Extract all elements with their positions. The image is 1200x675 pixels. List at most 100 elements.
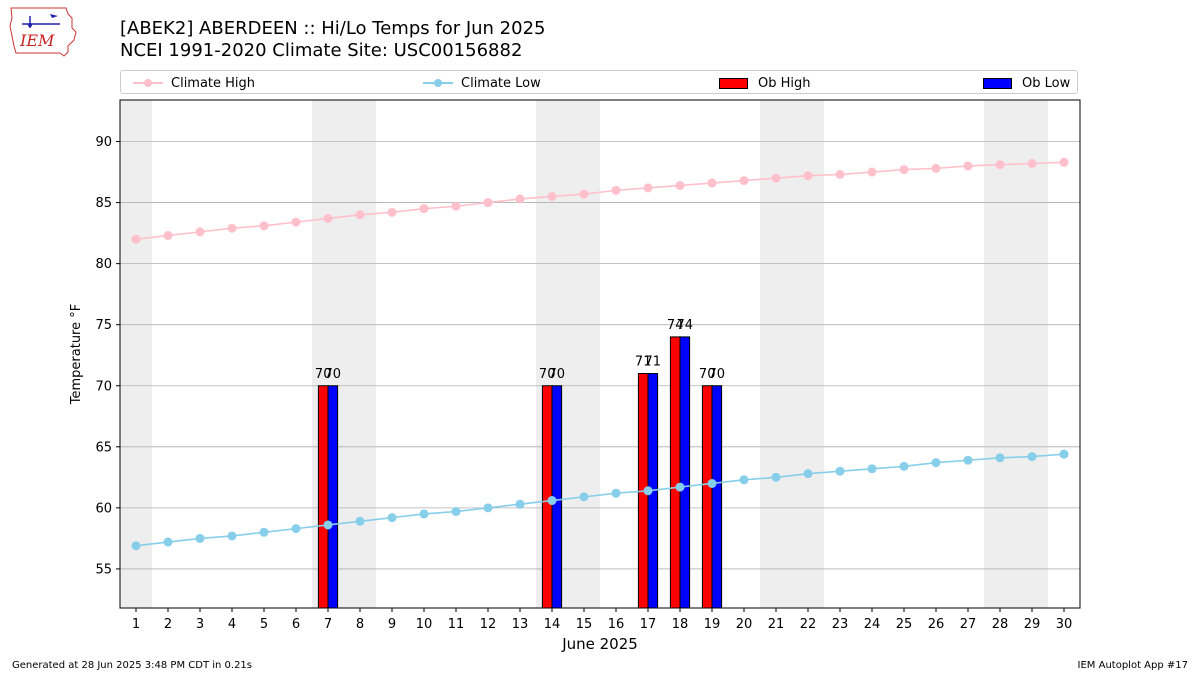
ob-high-label-day-17: 71 bbox=[635, 355, 652, 370]
x-tick-label-23: 23 bbox=[832, 617, 849, 632]
climate-high-point-day-9 bbox=[387, 207, 397, 217]
x-tick-label-28: 28 bbox=[992, 617, 1009, 632]
climate-low-point-day-16 bbox=[611, 488, 621, 498]
climate-low-point-day-7 bbox=[323, 520, 333, 530]
weekend-shading bbox=[120, 100, 1048, 608]
weekend-shade-day-8 bbox=[344, 100, 376, 608]
y-axis-label: Temperature °F bbox=[69, 304, 84, 405]
ob-low-label-day-14: 70 bbox=[549, 367, 566, 382]
chart-subtitle: NCEI 1991-2020 Climate Site: USC00156882 bbox=[120, 40, 523, 61]
climate-high-point-day-10 bbox=[419, 204, 429, 214]
climate-high-point-day-7 bbox=[323, 213, 333, 223]
x-tick-label-18: 18 bbox=[672, 617, 689, 632]
climate-high-point-day-23 bbox=[835, 169, 845, 179]
chart-legend: Climate High Climate Low Ob High Ob Low bbox=[120, 70, 1078, 94]
ob-high-label-day-18: 74 bbox=[667, 318, 684, 333]
climate-high-point-day-19 bbox=[707, 178, 717, 188]
climate-low-point-day-18 bbox=[675, 482, 685, 492]
weekend-shade-day-22 bbox=[792, 100, 824, 608]
climate-low-point-day-14 bbox=[547, 496, 557, 506]
climate-low-point-day-2 bbox=[163, 537, 173, 547]
x-tick-label-11: 11 bbox=[448, 617, 465, 632]
x-tick-label-20: 20 bbox=[736, 617, 753, 632]
climate-low-point-day-17 bbox=[643, 486, 653, 496]
climate-low-point-day-26 bbox=[931, 458, 941, 468]
iem-logo: IEM bbox=[9, 7, 77, 57]
x-tick-label-10: 10 bbox=[416, 617, 433, 632]
climate-low-point-day-9 bbox=[387, 513, 397, 523]
climate-lines bbox=[131, 157, 1069, 551]
climate-high-point-day-4 bbox=[227, 223, 237, 233]
climate-low-point-day-1 bbox=[131, 541, 141, 551]
ob-high-label-day-7: 70 bbox=[315, 367, 332, 382]
climate-high-line bbox=[135, 161, 1065, 241]
legend-label-ob-high: Ob High bbox=[758, 75, 811, 91]
legend-label-climate-high: Climate High bbox=[171, 75, 256, 91]
x-tick-label-15: 15 bbox=[576, 617, 593, 632]
x-tick-label-5: 5 bbox=[260, 617, 268, 632]
legend-ob-high: Ob High bbox=[719, 74, 811, 92]
climate-low-point-day-22 bbox=[803, 469, 813, 479]
climate-low-line-icon bbox=[423, 76, 453, 90]
climate-high-point-day-5 bbox=[259, 221, 269, 231]
weekend-shade-day-21 bbox=[760, 100, 792, 608]
climate-high-point-day-8 bbox=[355, 210, 365, 220]
x-tick-label-8: 8 bbox=[356, 617, 364, 632]
ob-low-label-day-18: 74 bbox=[677, 318, 694, 333]
climate-low-point-day-12 bbox=[483, 503, 493, 513]
climate-high-point-day-16 bbox=[611, 185, 621, 195]
x-tick-label-2: 2 bbox=[164, 617, 172, 632]
climate-high-point-day-30 bbox=[1059, 157, 1069, 167]
y-tick-label-75: 75 bbox=[95, 318, 112, 333]
x-tick-label-13: 13 bbox=[512, 617, 529, 632]
x-tick-label-19: 19 bbox=[704, 617, 721, 632]
weekend-shade-day-28 bbox=[984, 100, 1016, 608]
climate-low-point-day-20 bbox=[739, 475, 749, 485]
climate-low-point-day-29 bbox=[1027, 452, 1037, 462]
climate-high-point-day-2 bbox=[163, 231, 173, 241]
ob-low-swatch-icon bbox=[983, 77, 1012, 89]
legend-climate-high: Climate High bbox=[133, 74, 255, 92]
y-tick-label-90: 90 bbox=[95, 135, 112, 150]
climate-high-point-day-22 bbox=[803, 171, 813, 181]
x-tick-label-9: 9 bbox=[388, 617, 396, 632]
climate-high-line-icon bbox=[133, 76, 163, 90]
climate-low-point-day-10 bbox=[419, 509, 429, 519]
climate-high-point-day-18 bbox=[675, 180, 685, 190]
weekend-shade-day-15 bbox=[568, 100, 600, 608]
climate-low-point-day-15 bbox=[579, 492, 589, 502]
x-tick-label-4: 4 bbox=[228, 617, 236, 632]
x-tick-label-14: 14 bbox=[544, 617, 561, 632]
y-tick-label-70: 70 bbox=[95, 379, 112, 394]
logo-text: IEM bbox=[19, 31, 55, 50]
climate-low-point-day-11 bbox=[451, 507, 461, 517]
climate-high-point-day-21 bbox=[771, 173, 781, 183]
climate-low-line bbox=[135, 453, 1065, 547]
footer-app: IEM Autoplot App #17 bbox=[1077, 660, 1188, 671]
x-tick-label-25: 25 bbox=[896, 617, 913, 632]
x-tick-label-27: 27 bbox=[960, 617, 977, 632]
climate-high-point-day-17 bbox=[643, 183, 653, 193]
x-axis-ticks: 1 2 3 4 5 6 7 8 9 10 11 12 13 14 15 16 17 18 19 20 21 22 23 24 2… bbox=[132, 608, 1072, 632]
climate-high-point-day-11 bbox=[451, 201, 461, 211]
climate-high-point-day-25 bbox=[899, 165, 909, 175]
ob-low-label-day-17: 71 bbox=[645, 355, 662, 370]
ob-high-bar-day-7 bbox=[317, 385, 329, 609]
x-tick-label-30: 30 bbox=[1056, 617, 1073, 632]
climate-low-point-day-23 bbox=[835, 466, 845, 476]
x-tick-label-24: 24 bbox=[864, 617, 881, 632]
ob-low-bar-day-7 bbox=[327, 385, 339, 609]
climate-low-point-day-3 bbox=[195, 533, 205, 543]
climate-high-point-day-6 bbox=[291, 217, 301, 227]
ob-high-bar-day-19 bbox=[701, 385, 713, 609]
climate-low-point-day-5 bbox=[259, 527, 269, 537]
climate-low-point-day-6 bbox=[291, 524, 301, 534]
y-tick-label-55: 55 bbox=[95, 562, 112, 577]
climate-high-point-day-12 bbox=[483, 198, 493, 208]
weekend-shade-day-29 bbox=[1016, 100, 1048, 608]
climate-low-point-day-25 bbox=[899, 461, 909, 471]
ob-low-bar-day-19 bbox=[711, 385, 723, 609]
x-tick-label-3: 3 bbox=[196, 617, 204, 632]
climate-high-point-day-28 bbox=[995, 160, 1005, 170]
